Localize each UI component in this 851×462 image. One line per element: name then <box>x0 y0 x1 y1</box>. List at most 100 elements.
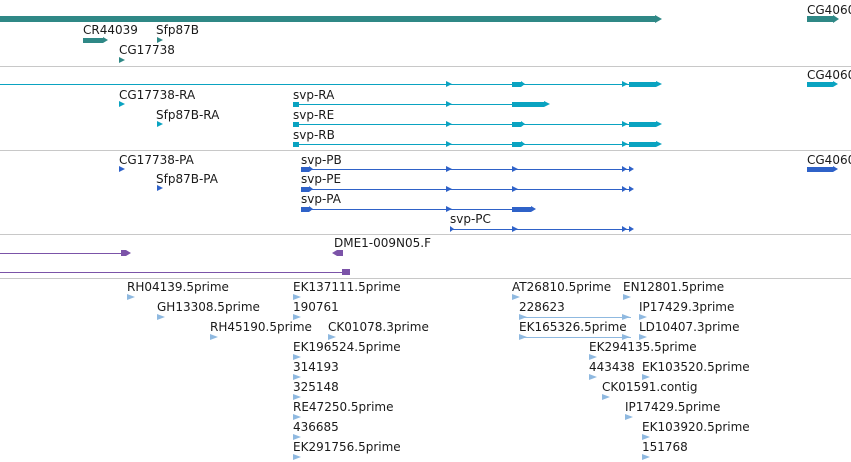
est-label[interactable]: 436685 <box>293 420 339 434</box>
est-label[interactable]: EK103920.5prime <box>642 420 750 434</box>
gene-span-bar[interactable] <box>0 16 655 22</box>
coding-block[interactable] <box>301 167 309 172</box>
gene-label-sfp87b[interactable]: Sfp87B <box>156 23 199 37</box>
transcript-feature-cg4060[interactable] <box>807 82 833 87</box>
transcript-label-svp-ra[interactable]: svp-RA <box>293 88 335 102</box>
protein-label-svp-pa[interactable]: svp-PA <box>301 192 341 206</box>
protein-label-svp-pb[interactable]: svp-PB <box>301 153 342 167</box>
gene-feature-cg4060[interactable] <box>807 16 833 22</box>
est-feature[interactable] <box>127 294 135 300</box>
clone-span-line[interactable] <box>0 253 124 254</box>
est-feature[interactable] <box>625 414 633 420</box>
est-feature[interactable] <box>623 294 631 300</box>
est-label[interactable]: EK165326.5prime <box>519 320 627 334</box>
transcript-svp-ra-line[interactable] <box>293 104 515 105</box>
clone-span-line[interactable] <box>0 272 346 273</box>
est-label[interactable]: 314193 <box>293 360 339 374</box>
est-label[interactable]: 443438 <box>589 360 635 374</box>
est-label[interactable]: EK137111.5prime <box>293 280 401 294</box>
est-feature[interactable] <box>328 334 336 340</box>
transcript-label-cg4060[interactable]: CG4060 <box>807 68 851 82</box>
est-feature[interactable] <box>293 354 301 360</box>
est-feature[interactable] <box>293 454 301 460</box>
est-label[interactable]: 151768 <box>642 440 688 454</box>
protein-feature-cg4060[interactable] <box>807 167 833 172</box>
protein-svp-pb-line[interactable] <box>301 169 631 170</box>
transcript-label-cg17738-ra[interactable]: CG17738-RA <box>119 88 196 102</box>
est-span-line[interactable] <box>519 337 631 338</box>
transcript-label-sfp87b-ra[interactable]: Sfp87B-RA <box>156 108 220 122</box>
transcript-label-svp-re[interactable]: svp-RE <box>293 108 335 122</box>
est-feature[interactable] <box>293 394 301 400</box>
exon-block[interactable] <box>512 142 521 147</box>
est-feature[interactable] <box>293 414 301 420</box>
protein-feature-cg17738-pa[interactable] <box>119 166 125 172</box>
est-label[interactable]: IP17429.3prime <box>639 300 735 314</box>
protein-label-svp-pe[interactable]: svp-PE <box>301 172 342 186</box>
est-feature[interactable] <box>589 354 597 360</box>
protein-svp-pa-line[interactable] <box>301 209 531 210</box>
est-label[interactable]: AT26810.5prime <box>512 280 612 294</box>
est-label[interactable]: EK294135.5prime <box>589 340 697 354</box>
exon-block[interactable] <box>293 142 299 147</box>
exon-block[interactable] <box>512 122 521 127</box>
gene-label-cg17738[interactable]: CG17738 <box>119 43 175 57</box>
transcript-label-svp-rb[interactable]: svp-RB <box>293 128 335 142</box>
est-label[interactable]: RE47250.5prime <box>293 400 394 414</box>
exon-block[interactable] <box>293 122 299 127</box>
est-feature[interactable] <box>639 314 647 320</box>
coding-block[interactable] <box>301 187 309 192</box>
transcript-feature-sfp87b-ra[interactable] <box>157 121 163 127</box>
protein-label-cg17738-pa[interactable]: CG17738-PA <box>119 153 194 167</box>
protein-feature-sfp87b-pa[interactable] <box>157 185 163 191</box>
est-label[interactable]: EN12801.5prime <box>623 280 725 294</box>
gene-feature-cg17738[interactable] <box>119 57 125 63</box>
est-label[interactable]: EK291756.5prime <box>293 440 401 454</box>
est-label[interactable]: 325148 <box>293 380 339 394</box>
protein-svp-pc-line[interactable] <box>450 229 631 230</box>
gene-label-cr44039[interactable]: CR44039 <box>83 23 138 37</box>
est-feature[interactable] <box>602 394 610 400</box>
clone-end-block[interactable] <box>337 250 343 256</box>
coding-block[interactable] <box>301 207 309 212</box>
est-feature[interactable] <box>293 434 301 440</box>
est-span-line[interactable] <box>519 317 631 318</box>
est-feature[interactable] <box>642 374 650 380</box>
est-label[interactable]: GH13308.5prime <box>157 300 260 314</box>
est-feature[interactable] <box>642 434 650 440</box>
est-feature[interactable] <box>519 314 527 320</box>
clone-end-block[interactable] <box>121 250 126 256</box>
gene-feature-cr44039[interactable] <box>83 38 103 43</box>
gene-label-cg4060[interactable]: CG4060 <box>807 3 851 17</box>
exon-block[interactable] <box>512 102 544 107</box>
protein-label-sfp87b-pa[interactable]: Sfp87B-PA <box>156 172 218 186</box>
protein-label-svp-pc[interactable]: svp-PC <box>450 212 491 226</box>
coding-block[interactable] <box>512 207 531 212</box>
est-feature[interactable] <box>293 374 301 380</box>
gene-feature-sfp87b[interactable] <box>157 37 163 43</box>
transcript-svp-re-line[interactable] <box>293 124 656 125</box>
est-label[interactable]: CK01078.3prime <box>328 320 429 334</box>
est-feature[interactable] <box>622 334 630 340</box>
protein-svp-pe-line[interactable] <box>301 189 631 190</box>
est-feature[interactable] <box>622 314 630 320</box>
est-label[interactable]: 190761 <box>293 300 339 314</box>
est-label[interactable]: EK103520.5prime <box>642 360 750 374</box>
exon-block[interactable] <box>629 122 656 127</box>
est-label[interactable]: RH45190.5prime <box>210 320 312 334</box>
protein-label-cg4060[interactable]: CG4060 <box>807 153 851 167</box>
est-feature[interactable] <box>157 314 165 320</box>
exon-block[interactable] <box>512 82 521 87</box>
est-label[interactable]: RH04139.5prime <box>127 280 229 294</box>
est-feature[interactable] <box>210 334 218 340</box>
est-feature[interactable] <box>639 334 647 340</box>
est-label[interactable]: EK196524.5prime <box>293 340 401 354</box>
transcript-intron-line[interactable] <box>0 84 660 85</box>
est-label[interactable]: CK01591.contig <box>602 380 698 394</box>
clone-end-block[interactable] <box>342 269 350 275</box>
exon-block[interactable] <box>629 82 656 87</box>
est-feature[interactable] <box>589 374 597 380</box>
est-feature[interactable] <box>293 294 301 300</box>
est-label[interactable]: IP17429.5prime <box>625 400 721 414</box>
est-feature[interactable] <box>519 334 527 340</box>
